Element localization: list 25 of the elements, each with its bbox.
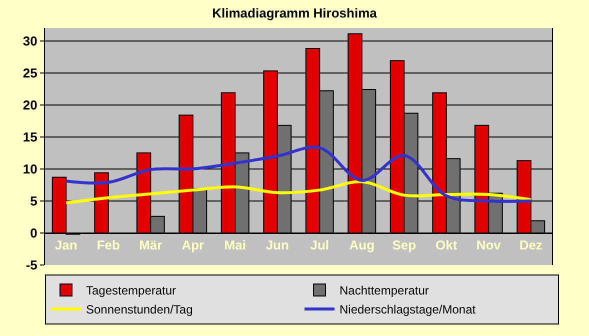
x-tick-label: Apr: [182, 238, 204, 253]
y-tick-label: 15: [22, 129, 38, 144]
x-tick-label: Aug: [349, 238, 375, 253]
y-tick-label: 30: [22, 33, 38, 48]
y-tick-label: 5: [30, 194, 38, 208]
y-tick-label: 10: [22, 161, 38, 176]
x-tick-label: Mai: [224, 238, 246, 253]
y-tick-label: -5: [26, 258, 38, 273]
x-tick-label: Nov: [476, 238, 502, 253]
x-tick-label: Mär: [139, 238, 162, 253]
x-tick-label: Dez: [519, 238, 543, 253]
y-tick-label: 20: [22, 97, 38, 112]
legend-label: Tagestemperatur: [86, 284, 176, 298]
chart-title: Klimadiagramm Hiroshima: [212, 6, 378, 20]
x-tick-label: Feb: [96, 238, 120, 253]
legend-label: Niederschlagstage/Monat: [340, 302, 476, 317]
x-tick-label: Jun: [266, 238, 289, 253]
legend-label: Nachttemperatur: [340, 284, 429, 298]
y-tick-label: 25: [22, 65, 38, 80]
x-tick-label: Sep: [392, 238, 416, 253]
x-tick-label: Jan: [54, 238, 78, 253]
x-tick-label: Jul: [310, 238, 330, 253]
y-tick-label: 0: [30, 226, 38, 241]
legend-label: Sonnenstunden/Tag: [86, 302, 193, 317]
x-tick-label: Okt: [436, 238, 458, 253]
